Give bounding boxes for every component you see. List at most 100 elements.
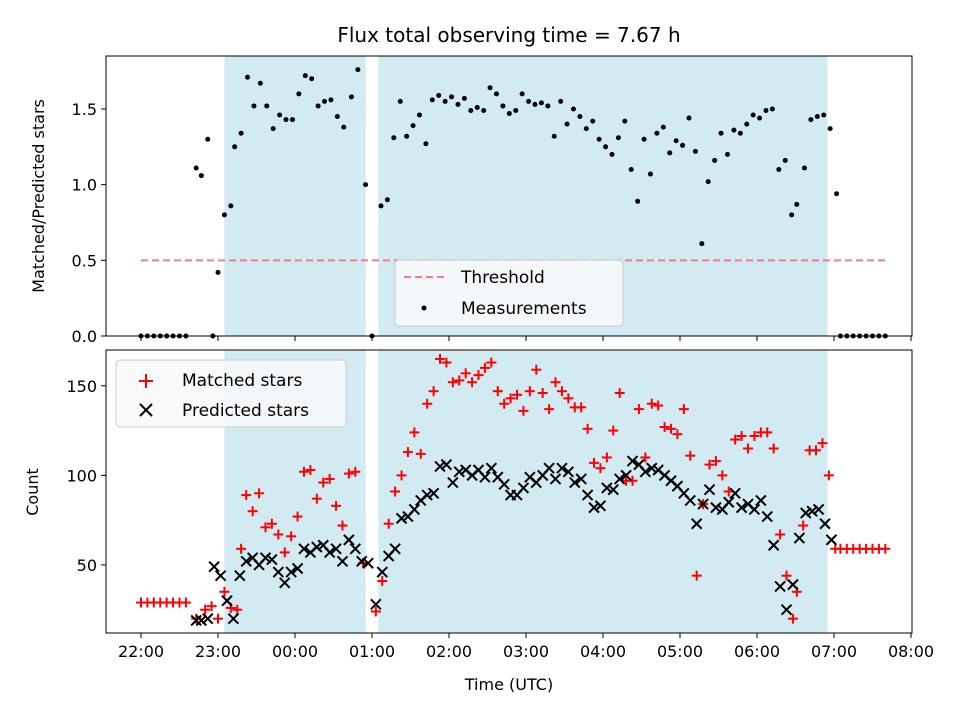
matched-star-point — [331, 500, 342, 511]
measurement-point — [221, 212, 227, 218]
matched-star-point — [441, 357, 452, 368]
predicted-star-point — [800, 507, 812, 519]
predicted-star-point — [626, 455, 639, 467]
predicted-star-point — [787, 578, 799, 591]
matched-star-point — [390, 486, 401, 497]
predicted-star-point — [279, 577, 291, 589]
measurement-point — [302, 73, 308, 79]
matched-star-point — [518, 405, 529, 416]
x-tick-label: 07:00 — [811, 642, 857, 661]
shaded-interval-0 — [224, 56, 366, 336]
measurement-point — [455, 101, 461, 107]
predicted-star-point — [620, 469, 632, 482]
measurement-point — [363, 182, 369, 188]
matched-star-point — [743, 443, 754, 454]
measurement-point — [481, 107, 487, 113]
top-axes-frame — [105, 55, 913, 337]
matched-star-point — [273, 529, 284, 540]
matched-star-point — [608, 425, 619, 436]
measurement-point — [442, 98, 448, 104]
measurement-point — [257, 80, 263, 86]
matched-star-point — [486, 357, 497, 368]
measurement-point — [827, 126, 833, 132]
measurement-point — [538, 100, 544, 106]
predicted-star-point — [793, 532, 806, 544]
predicted-star-point — [362, 557, 374, 569]
x-tick-label: 05:00 — [657, 642, 703, 661]
x-tick-label: 06:00 — [734, 642, 780, 661]
matched-star-point — [324, 473, 335, 484]
y-tick-label: 0.5 — [72, 251, 97, 270]
measurement-point — [232, 144, 238, 150]
matched-star-point — [350, 466, 361, 477]
measurement-point — [334, 114, 340, 120]
matched-star-point — [180, 597, 191, 608]
matched-star-point — [473, 370, 484, 381]
matched-star-point — [880, 543, 891, 554]
measurement-point — [603, 144, 609, 150]
matched-star-point — [435, 353, 446, 364]
measurement-point — [705, 179, 711, 185]
predicted-star-point — [202, 612, 214, 625]
predicted-star-point — [690, 518, 703, 530]
matched-star-point — [318, 477, 329, 488]
measurement-point — [647, 171, 653, 177]
matched-star-point — [787, 613, 798, 624]
measurement-point — [821, 112, 827, 118]
matched-star-point — [762, 427, 773, 438]
matched-star-point — [614, 387, 625, 398]
measurement-point — [596, 136, 602, 142]
measurement-point — [699, 241, 705, 247]
matched-legend-symbol — [139, 374, 153, 388]
matched-star-point — [343, 468, 354, 479]
measurement-point — [404, 133, 410, 139]
predicted-star-point — [569, 476, 581, 489]
measurement-point — [341, 124, 347, 130]
predicted-star-point — [234, 569, 246, 582]
measurement-point — [270, 126, 276, 132]
matched-star-point — [775, 529, 786, 540]
x-tick-label: 08:00 — [888, 642, 934, 661]
matched-star-point — [286, 531, 297, 542]
bottom-legend: Matched stars Predicted stars — [115, 359, 347, 428]
measurement-point — [526, 98, 532, 104]
matched-star-point — [544, 404, 555, 415]
measurement-point — [718, 130, 724, 136]
measurement-point — [724, 151, 730, 157]
matched-star-point — [781, 570, 792, 581]
matched-star-point — [396, 470, 407, 481]
measurement-point — [564, 121, 570, 127]
y-tick-label: 1.5 — [72, 100, 97, 119]
matched-star-point — [383, 518, 394, 529]
matched-star-point — [646, 398, 657, 409]
predicted-star-point — [323, 546, 336, 559]
measurement-point — [660, 124, 666, 130]
measurement-point — [731, 127, 737, 133]
predicted-star-point — [208, 561, 220, 573]
matched-star-point — [232, 604, 243, 615]
bottom-axes-frame — [105, 349, 913, 634]
measurement-point — [198, 173, 204, 179]
x-axis-label: Time (UTC) — [464, 675, 553, 694]
matched-star-point — [219, 586, 230, 597]
predicted-star-point — [447, 476, 459, 489]
predicted-star-point — [291, 562, 304, 575]
matched-star-point — [817, 438, 828, 449]
x-tick-label: 00:00 — [272, 642, 318, 661]
measurement-point — [680, 142, 686, 148]
predicted-star-point — [575, 473, 587, 485]
matched-star-point — [505, 393, 516, 404]
measurement-point — [410, 123, 416, 129]
measurement-point — [228, 203, 234, 209]
matched-star-point — [337, 520, 348, 531]
bottom-panel: 50 100 150 22:00 23:00 00:00 01:00 02:00 03:00 0… — [23, 349, 934, 694]
predicted-star-point — [723, 496, 735, 508]
bottom-x-axis-ticks: 22:00 23:00 00:00 01:00 02:00 03:00 04:00 05:00… — [118, 633, 934, 661]
predicted-star-point — [408, 503, 421, 516]
measurement-point — [654, 130, 660, 136]
measurement-point — [673, 138, 679, 144]
matched-star-point — [736, 430, 747, 441]
measurement-point — [814, 114, 820, 120]
matched-star-point — [377, 576, 388, 587]
